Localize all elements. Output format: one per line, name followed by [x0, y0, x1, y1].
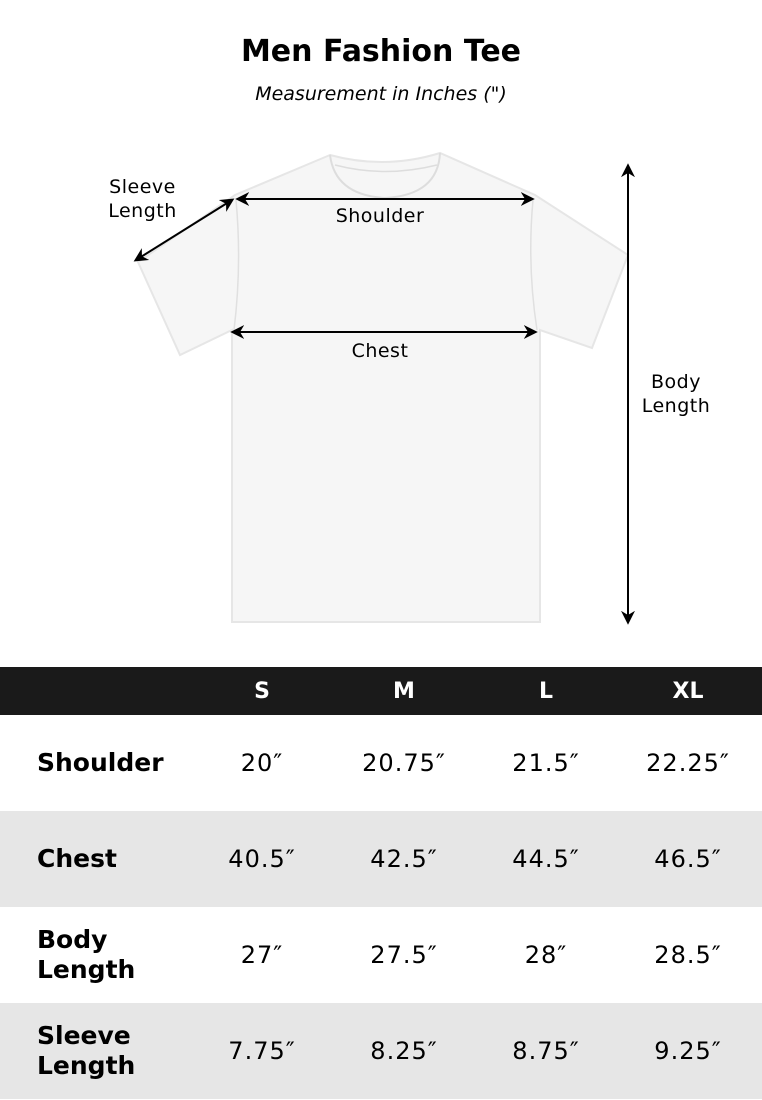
body-length-label: Body Length [641, 371, 711, 417]
cell: 7.75″ [228, 1037, 296, 1065]
sleeve-arrow [133, 198, 235, 262]
row-label: Chest [37, 844, 117, 873]
sleeve-length-label: Sleeve Length [108, 176, 177, 222]
cell: 8.25″ [370, 1037, 438, 1065]
cell: 28.5″ [654, 941, 722, 969]
table-row: Body Length 27″ 27.5″ 28″ 28.5″ [0, 907, 762, 1003]
cell: 42.5″ [370, 845, 438, 873]
shoulder-label: Shoulder [335, 205, 425, 227]
table-row: Sleeve Length 7.75″ 8.25″ 8.75″ 9.25″ [0, 1003, 762, 1099]
row-label: Sleeve Length [37, 1021, 136, 1080]
chest-label: Chest [351, 340, 409, 362]
cell: 46.5″ [654, 845, 722, 873]
cell: 44.5″ [512, 845, 580, 873]
page-title: Men Fashion Tee [240, 34, 522, 69]
cell: 28″ [524, 941, 568, 969]
cell: 9.25″ [654, 1037, 722, 1065]
cell: 20.75″ [362, 749, 446, 777]
table-row: Chest 40.5″ 42.5″ 44.5″ 46.5″ [0, 811, 762, 907]
tshirt-illustration [136, 151, 630, 623]
cell: 21.5″ [512, 749, 580, 777]
table-header: S M L XL [0, 667, 762, 715]
cell: 22.25″ [646, 749, 730, 777]
row-label: Body Length [37, 925, 136, 984]
size-table: S M L XL Shoulder 20″ 20.75″ 21.5″ 22.25… [0, 667, 762, 1099]
cell: 27.5″ [370, 941, 438, 969]
size-s: S [254, 678, 270, 704]
cell: 8.75″ [512, 1037, 580, 1065]
page-subtitle: Measurement in Inches (") [255, 83, 507, 105]
cell: 40.5″ [228, 845, 296, 873]
table-row: Shoulder 20″ 20.75″ 21.5″ 22.25″ [0, 715, 762, 811]
cell: 27″ [240, 941, 284, 969]
cell: 20″ [240, 749, 284, 777]
row-label: Shoulder [37, 748, 164, 777]
size-l: L [538, 678, 554, 704]
size-xl: XL [672, 678, 704, 704]
tshirt-diagram [133, 151, 635, 625]
size-m: M [393, 678, 415, 704]
